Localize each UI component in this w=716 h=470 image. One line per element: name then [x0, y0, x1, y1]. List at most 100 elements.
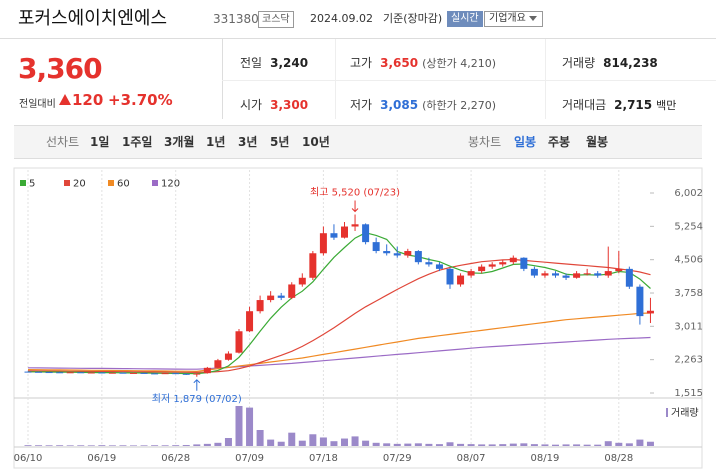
- y-tick-label: 3,011: [674, 321, 703, 332]
- legend-swatch: [64, 180, 70, 186]
- candle-body: [24, 371, 32, 373]
- candle-body: [478, 266, 486, 272]
- candle-body: [625, 268, 633, 287]
- stat: 거래대금 2,715 백만: [562, 96, 676, 113]
- stat-value: 814,238: [603, 56, 658, 70]
- stat-value: 3,650: [380, 56, 419, 70]
- volume-bar: [372, 442, 380, 446]
- volume-bar: [646, 441, 654, 446]
- change-label: 전일대비: [19, 99, 56, 110]
- company-button[interactable]: 기업개요: [484, 11, 543, 27]
- candle-body: [594, 273, 602, 276]
- candle-body: [583, 273, 591, 275]
- tab[interactable]: 3년: [238, 135, 258, 149]
- volume-bar: [625, 443, 633, 446]
- volume-bar: [87, 445, 95, 446]
- candle-body: [161, 373, 169, 375]
- candle-body: [256, 300, 264, 312]
- candle-body: [362, 224, 370, 243]
- x-tick-label: 06/19: [87, 453, 116, 464]
- volume-bar: [435, 444, 443, 446]
- candle-body: [372, 242, 380, 252]
- volume-bar: [562, 444, 570, 446]
- annotation: 최고 5,520 (07/23): [310, 186, 400, 198]
- volume-bar: [446, 442, 454, 446]
- volume-bar: [541, 444, 549, 446]
- ma-line: [27, 336, 651, 370]
- volume-bar: [203, 443, 211, 446]
- candle-body: [457, 275, 465, 285]
- stat-value: 2,715: [614, 98, 653, 112]
- stat: 전일 3,240: [240, 54, 308, 71]
- legend-label: 5: [29, 179, 35, 190]
- tab[interactable]: 1주일: [122, 135, 153, 149]
- candle-body: [467, 271, 475, 276]
- header: 포커스에이치엔에스 331380 코스닥 2024.09.02 기준(장마감) …: [0, 0, 716, 39]
- volume-bar: [383, 443, 391, 446]
- tab[interactable]: 1년: [206, 135, 226, 149]
- tab[interactable]: 1일: [90, 135, 110, 149]
- candle-body: [77, 372, 85, 374]
- volume-bar: [573, 444, 581, 446]
- tab[interactable]: 월봉: [586, 135, 609, 149]
- candle-body: [119, 372, 127, 374]
- tab[interactable]: 선차트: [46, 135, 80, 149]
- y-tick-label: 4,506: [674, 255, 703, 266]
- candle-body: [330, 233, 338, 238]
- tab[interactable]: 10년: [302, 135, 330, 149]
- volume-bar: [636, 439, 644, 446]
- volume-bar: [457, 443, 465, 446]
- volume-bar: [583, 444, 591, 446]
- stat-extra: (하한가 2,270): [422, 99, 496, 112]
- stat-label: 거래량: [562, 56, 596, 70]
- volume-bar: [594, 444, 602, 446]
- candle-body: [604, 271, 612, 276]
- volume-bar: [330, 441, 338, 446]
- dropdown-arrow: [528, 16, 537, 21]
- volume-bar: [499, 444, 507, 446]
- volume-bar: [267, 439, 275, 446]
- volume-bar: [520, 443, 528, 446]
- volume-bar: [108, 445, 116, 446]
- button-text: 기업개요: [489, 13, 526, 24]
- volume-bar: [98, 445, 106, 446]
- plot-frame: [13, 167, 703, 469]
- realtime-badge[interactable]: 실시간: [447, 11, 483, 27]
- candle-body: [172, 373, 180, 375]
- candle-body: [309, 253, 317, 278]
- volume-bar: [24, 445, 32, 446]
- candle-body: [488, 264, 496, 267]
- candle-body: [203, 367, 211, 374]
- x-tick-label: 07/29: [383, 453, 412, 464]
- y-tick-label: 6,002: [674, 188, 703, 199]
- candle-body: [319, 233, 327, 254]
- tab[interactable]: 5년: [270, 135, 290, 149]
- volume-bar: [246, 407, 254, 446]
- volume-bar: [404, 443, 412, 446]
- volume-bar: [66, 445, 74, 446]
- tab[interactable]: 일봉: [514, 135, 537, 149]
- candle-body: [414, 251, 422, 263]
- stat-extra: (상한가 4,210): [422, 57, 496, 70]
- x-tick-label: 08/19: [531, 453, 560, 464]
- basis: 기준(장마감): [383, 12, 443, 25]
- tab[interactable]: 주봉: [548, 135, 571, 149]
- volume-bar: [277, 441, 285, 446]
- current-price: 3,360: [18, 52, 103, 85]
- candle-body: [552, 273, 559, 276]
- tab[interactable]: 봉차트: [468, 135, 502, 149]
- stat-value: 3,300: [270, 98, 309, 112]
- stat-label: 고가: [350, 56, 373, 70]
- stat: 고가 3,650 (상한가 4,210): [350, 54, 496, 71]
- candle-body: [224, 353, 232, 360]
- candle-body: [404, 251, 412, 256]
- candle-body: [193, 373, 201, 375]
- volume-bar: [182, 445, 190, 446]
- volume-bar: [193, 444, 201, 446]
- tab[interactable]: 3개월: [164, 135, 195, 149]
- volume-bar: [425, 443, 433, 446]
- change-percent: +3.70%: [108, 91, 173, 109]
- stock-name: 포커스에이치엔에스: [18, 8, 168, 29]
- volume-bar: [288, 432, 296, 446]
- volume-bar: [309, 434, 317, 446]
